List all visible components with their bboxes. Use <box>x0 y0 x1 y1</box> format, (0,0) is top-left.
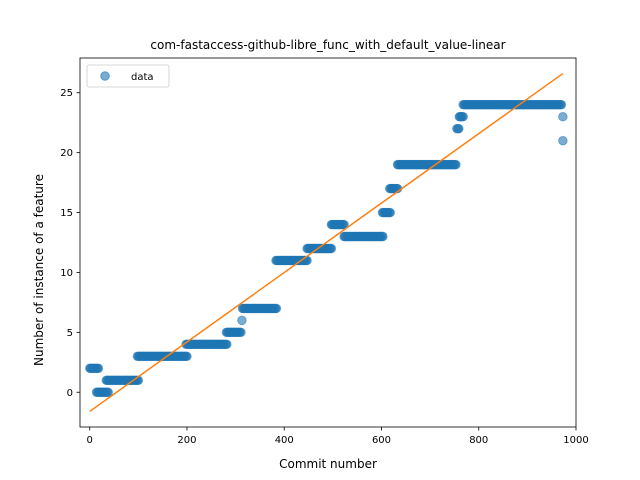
data-point <box>339 219 349 230</box>
x-tick-label: 1000 <box>563 435 588 446</box>
y-axis-label: Number of instance of a feature <box>32 174 46 366</box>
axes-frame <box>79 57 577 428</box>
chart-marks <box>85 72 568 413</box>
data-point <box>558 111 568 122</box>
chart-title: com-fastaccess-github-libre_func_with_de… <box>150 38 505 52</box>
x-tick-label: 600 <box>372 435 391 446</box>
x-tick-label: 400 <box>275 435 294 446</box>
axes: 0 200 400 600 800 1000 0 5 10 15 20 25 <box>60 57 589 446</box>
y-tick-label: 5 <box>67 328 73 339</box>
x-tick-label: 200 <box>177 435 196 446</box>
data-point <box>378 231 388 242</box>
y-tick-label: 10 <box>60 268 73 279</box>
legend: data <box>86 64 170 88</box>
fit-line <box>89 72 564 413</box>
x-tick-label: 0 <box>87 435 93 446</box>
data-point <box>556 100 567 110</box>
data-point <box>103 387 113 397</box>
y-tick-label: 20 <box>60 148 73 159</box>
y-tick-label: 15 <box>60 208 73 219</box>
data-point <box>558 135 568 146</box>
data-point <box>458 111 468 122</box>
x-tick-label: 800 <box>469 435 488 446</box>
data-point <box>326 243 337 254</box>
data-point <box>237 315 247 326</box>
data-point <box>222 339 232 350</box>
legend-label: data <box>131 72 154 83</box>
x-axis-label: Commit number <box>279 457 377 471</box>
data-point <box>236 327 246 338</box>
plot-area <box>85 72 568 413</box>
data-point <box>271 303 282 314</box>
data-point <box>385 207 395 218</box>
legend-box <box>86 64 170 88</box>
y-tick-label: 25 <box>60 88 73 99</box>
legend-marker <box>100 71 110 81</box>
data-point <box>451 159 461 170</box>
data-point <box>454 123 464 134</box>
data-point <box>182 351 192 362</box>
y-tick-label: 0 <box>67 388 73 399</box>
data-point <box>93 363 104 374</box>
